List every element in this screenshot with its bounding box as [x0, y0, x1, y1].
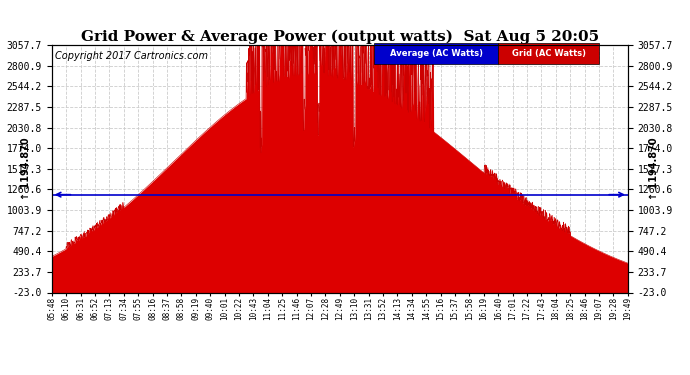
Bar	[498, 42, 599, 63]
Text: ↑ 1194.870: ↑ 1194.870	[21, 138, 31, 200]
Text: Copyright 2017 Cartronics.com: Copyright 2017 Cartronics.com	[55, 51, 208, 61]
Bar	[375, 42, 498, 63]
Text: Average (AC Watts): Average (AC Watts)	[390, 48, 483, 57]
Title: Grid Power & Average Power (output watts)  Sat Aug 5 20:05: Grid Power & Average Power (output watts…	[81, 30, 599, 44]
Text: Grid (AC Watts): Grid (AC Watts)	[512, 48, 586, 57]
Text: ↑ 1194.870: ↑ 1194.870	[649, 138, 659, 200]
